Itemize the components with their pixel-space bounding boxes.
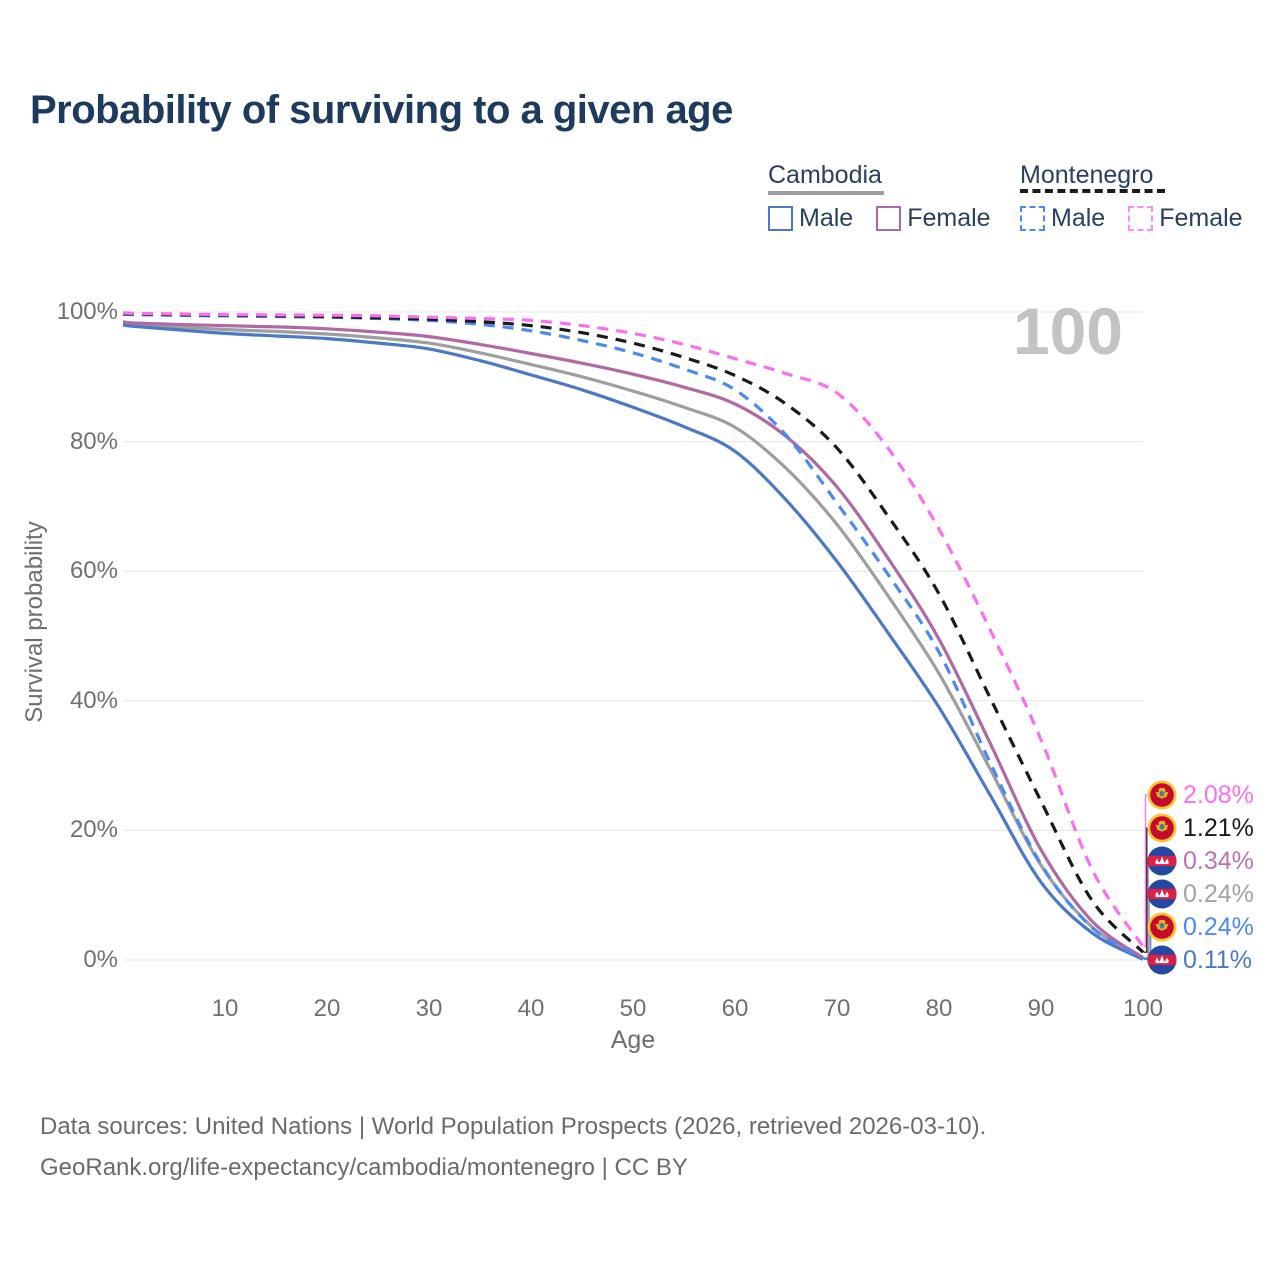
legend-cambodia-items: Male Female	[768, 204, 991, 233]
legend-montenegro-items: Male Female	[1020, 204, 1243, 233]
x-tick-label-30: 30	[415, 995, 443, 1022]
cambodia-flag	[1147, 846, 1177, 876]
end-label-connector	[1143, 794, 1147, 948]
end-label-montenegro-both-sexes: 1.21%	[1147, 812, 1254, 844]
end-label-value: 0.24%	[1183, 879, 1254, 908]
page-title: Probability of surviving to a given age	[30, 88, 733, 132]
end-label-cambodia-male: 0.11%	[1147, 944, 1252, 976]
x-tick-label-60: 60	[721, 995, 749, 1022]
montenegro-flag	[1147, 813, 1177, 843]
legend-item-label: Female	[1159, 204, 1243, 232]
y-axis-title: Survival probability	[21, 521, 48, 723]
end-label-montenegro-female: 2.08%	[1147, 779, 1254, 811]
y-tick-label-60: 60%	[69, 557, 118, 585]
end-label-cambodia-female: 0.34%	[1147, 845, 1254, 877]
current-age-watermark: 100	[1012, 294, 1123, 368]
x-tick-label-10: 10	[211, 995, 239, 1022]
cambodia-flag-icon	[1147, 879, 1177, 909]
legend-item-montenegro-male[interactable]: Male	[1020, 204, 1105, 233]
y-tick-label-40: 40%	[69, 686, 118, 714]
curve-cambodia-male[interactable]	[122, 323, 1144, 961]
end-label-connector	[1143, 827, 1148, 953]
cambodia-female-swatch-icon	[876, 206, 902, 231]
montenegro-flag-icon	[1147, 813, 1177, 843]
footer-link-text: GeoRank.org/life-expectancy/cambodia/mon…	[40, 1154, 688, 1181]
data-source-text: Data sources: United Nations | World Pop…	[40, 1113, 987, 1140]
curve-montenegro-male[interactable]	[122, 312, 1144, 960]
x-tick-label-40: 40	[517, 995, 545, 1022]
y-tick-label-100: 100%	[56, 298, 118, 325]
y-tick-label-20: 20%	[69, 816, 118, 844]
x-tick-label-80: 80	[925, 995, 953, 1022]
montenegro-flag	[1147, 780, 1177, 810]
end-label-montenegro-male: 0.24%	[1147, 911, 1254, 943]
end-label-value: 0.11%	[1183, 945, 1253, 974]
montenegro-flag-icon	[1147, 780, 1177, 810]
y-tick-label-0: 0%	[83, 946, 118, 973]
footer-note: Data sources: United Nations | World Pop…	[40, 1106, 986, 1188]
x-tick-label-100: 100	[1122, 995, 1164, 1022]
end-label-value: 2.08%	[1183, 780, 1254, 809]
curve-cambodia-both-sexes[interactable]	[122, 321, 1144, 960]
legend-item-label: Female	[907, 204, 991, 232]
end-label-value: 1.21%	[1183, 813, 1254, 842]
end-label-value: 0.24%	[1183, 912, 1254, 941]
montenegro-flag	[1147, 912, 1177, 942]
y-tick-label-80: 80%	[69, 427, 118, 455]
cambodia-flag	[1147, 945, 1177, 975]
legend-item-label: Male	[799, 204, 854, 232]
legend-group-montenegro[interactable]: Montenegro	[1020, 161, 1154, 189]
cambodia-flag	[1147, 879, 1177, 909]
cambodia-solid-line-swatch	[768, 191, 884, 195]
x-tick-label-20: 20	[313, 995, 341, 1022]
x-tick-label-90: 90	[1027, 995, 1055, 1022]
legend-item-cambodia-female[interactable]: Female	[876, 204, 991, 233]
x-tick-label-50: 50	[619, 995, 647, 1022]
montenegro-male-swatch-icon	[1020, 206, 1045, 231]
montenegro-female-swatch-icon	[1128, 206, 1154, 231]
legend-item-cambodia-male[interactable]: Male	[768, 204, 853, 233]
curve-cambodia-female[interactable]	[122, 320, 1144, 960]
cambodia-flag-icon	[1147, 945, 1177, 975]
x-tick-label-70: 70	[823, 995, 851, 1022]
end-label-cambodia-both-sexes: 0.24%	[1147, 878, 1254, 910]
legend-group-cambodia[interactable]: Cambodia	[768, 161, 882, 189]
cambodia-male-swatch-icon	[768, 206, 793, 231]
montenegro-flag-icon	[1147, 912, 1177, 942]
x-axis-title: Age	[610, 1026, 656, 1054]
legend-item-label: Male	[1051, 204, 1106, 232]
montenegro-dashed-line-swatch	[1020, 189, 1165, 193]
curve-montenegro-female[interactable]	[122, 311, 1145, 948]
end-label-value: 0.34%	[1183, 846, 1254, 875]
cambodia-flag-icon	[1147, 846, 1177, 876]
legend-item-montenegro-female[interactable]: Female	[1128, 204, 1243, 233]
